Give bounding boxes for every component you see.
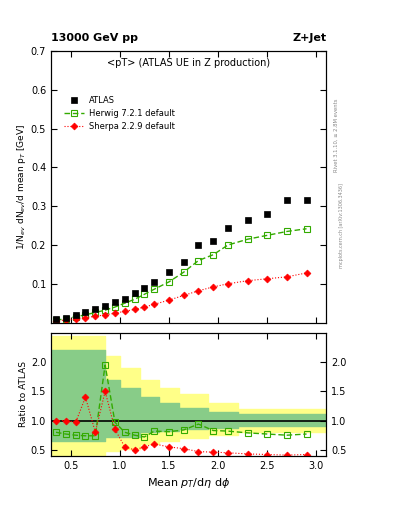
Herwig 7.2.1 default: [304, 226, 309, 232]
ATLAS: [132, 290, 137, 296]
Herwig 7.2.1 default: [196, 258, 201, 264]
Text: 13000 GeV pp: 13000 GeV pp: [51, 33, 138, 43]
Herwig 7.2.1 default: [54, 317, 59, 323]
ATLAS: [167, 269, 171, 275]
ATLAS: [93, 306, 98, 312]
Herwig 7.2.1 default: [113, 304, 118, 310]
Sherpa 2.2.9 default: [304, 270, 309, 276]
Sherpa 2.2.9 default: [83, 314, 88, 321]
ATLAS: [83, 309, 88, 315]
Sherpa 2.2.9 default: [103, 312, 108, 318]
ATLAS: [182, 260, 186, 266]
Herwig 7.2.1 default: [73, 314, 78, 320]
Herwig 7.2.1 default: [93, 309, 98, 315]
ATLAS: [211, 238, 216, 244]
ATLAS: [285, 197, 289, 203]
ATLAS: [142, 285, 147, 291]
Sherpa 2.2.9 default: [132, 306, 137, 312]
Sherpa 2.2.9 default: [54, 318, 59, 324]
ATLAS: [54, 316, 59, 323]
Text: mcplots.cern.ch [arXiv:1306.3436]: mcplots.cern.ch [arXiv:1306.3436]: [340, 183, 344, 268]
ATLAS: [304, 197, 309, 203]
Text: Z+Jet: Z+Jet: [292, 33, 326, 43]
Y-axis label: 1/N$_{ev}$ dN$_{ev}$/d mean p$_T$ [GeV]: 1/N$_{ev}$ dN$_{ev}$/d mean p$_T$ [GeV]: [15, 124, 28, 250]
ATLAS: [103, 303, 108, 309]
ATLAS: [73, 312, 78, 318]
Herwig 7.2.1 default: [285, 228, 289, 234]
Herwig 7.2.1 default: [103, 307, 108, 313]
Sherpa 2.2.9 default: [73, 315, 78, 322]
Herwig 7.2.1 default: [265, 232, 270, 239]
Line: Sherpa 2.2.9 default: Sherpa 2.2.9 default: [53, 270, 309, 324]
Line: ATLAS: ATLAS: [53, 197, 310, 323]
Sherpa 2.2.9 default: [64, 317, 68, 323]
Y-axis label: Ratio to ATLAS: Ratio to ATLAS: [19, 361, 28, 427]
Herwig 7.2.1 default: [245, 236, 250, 242]
Legend: ATLAS, Herwig 7.2.1 default, Sherpa 2.2.9 default: ATLAS, Herwig 7.2.1 default, Sherpa 2.2.…: [64, 96, 174, 132]
Sherpa 2.2.9 default: [93, 313, 98, 319]
Herwig 7.2.1 default: [132, 296, 137, 303]
Sherpa 2.2.9 default: [167, 297, 171, 303]
Line: Herwig 7.2.1 default: Herwig 7.2.1 default: [53, 226, 309, 323]
Sherpa 2.2.9 default: [245, 278, 250, 284]
Sherpa 2.2.9 default: [142, 304, 147, 310]
Text: Rivet 3.1.10, ≥ 2.8M events: Rivet 3.1.10, ≥ 2.8M events: [334, 99, 338, 173]
X-axis label: Mean $p_T$/d$\eta$ d$\phi$: Mean $p_T$/d$\eta$ d$\phi$: [147, 476, 230, 490]
ATLAS: [123, 295, 127, 302]
Herwig 7.2.1 default: [226, 242, 230, 248]
Sherpa 2.2.9 default: [285, 274, 289, 280]
Text: <pT> (ATLAS UE in Z production): <pT> (ATLAS UE in Z production): [107, 58, 270, 68]
Sherpa 2.2.9 default: [152, 301, 157, 307]
Herwig 7.2.1 default: [152, 286, 157, 292]
ATLAS: [113, 300, 118, 306]
Herwig 7.2.1 default: [83, 312, 88, 318]
ATLAS: [196, 242, 201, 248]
ATLAS: [245, 217, 250, 223]
Sherpa 2.2.9 default: [265, 275, 270, 282]
Sherpa 2.2.9 default: [123, 308, 127, 314]
Sherpa 2.2.9 default: [226, 281, 230, 287]
Sherpa 2.2.9 default: [196, 288, 201, 294]
Sherpa 2.2.9 default: [113, 310, 118, 316]
Herwig 7.2.1 default: [142, 291, 147, 297]
ATLAS: [265, 211, 270, 217]
Herwig 7.2.1 default: [182, 269, 186, 275]
Herwig 7.2.1 default: [211, 252, 216, 258]
Herwig 7.2.1 default: [123, 300, 127, 306]
Herwig 7.2.1 default: [64, 315, 68, 322]
Sherpa 2.2.9 default: [182, 292, 186, 298]
ATLAS: [64, 314, 68, 321]
ATLAS: [152, 279, 157, 285]
Sherpa 2.2.9 default: [211, 284, 216, 290]
ATLAS: [226, 224, 230, 230]
Herwig 7.2.1 default: [167, 279, 171, 285]
